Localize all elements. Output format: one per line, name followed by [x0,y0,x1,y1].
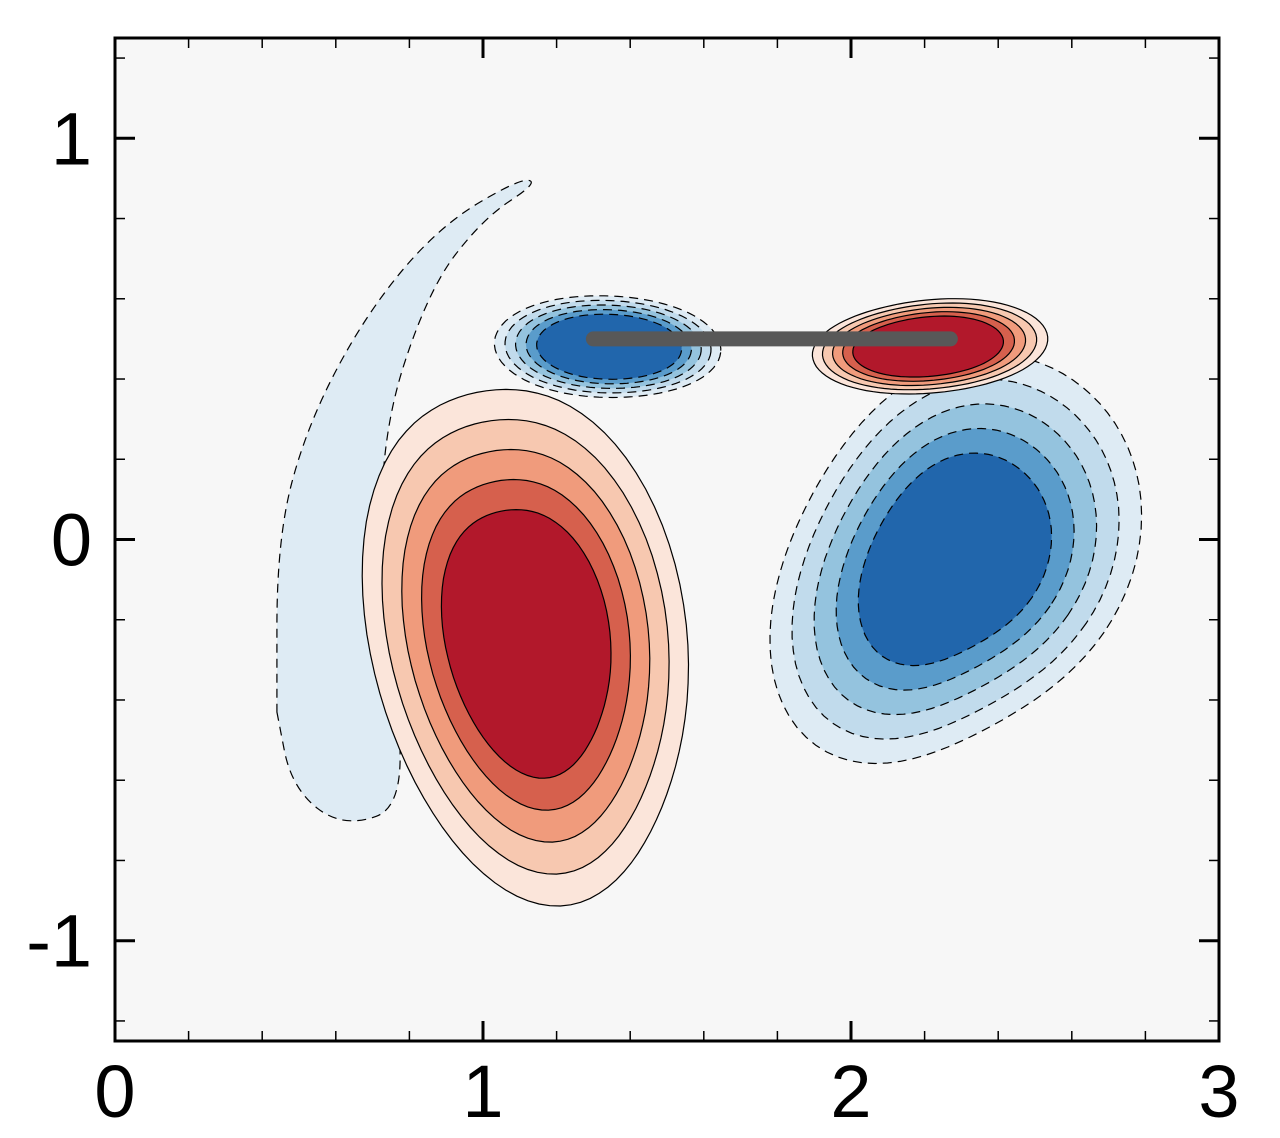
y-axis-tick-labels: -1 0 1 [26,97,92,982]
x-tick-label: 3 [1198,1050,1239,1133]
outer-negative-arc-level-1 [276,179,532,822]
plate-positive-level-5 [852,315,1004,378]
y-tick-label: 1 [51,97,92,180]
axis-ticks [113,38,1221,1041]
primary-negative-level-5 [857,452,1053,667]
x-tick-label: 0 [94,1050,135,1133]
x-tick-label: 2 [830,1050,871,1133]
plate-negative-level-5 [536,313,683,380]
contour-field [276,179,1143,907]
y-tick-label: -1 [26,900,92,983]
y-tick-label: 0 [51,499,92,582]
primary-positive-level-5 [440,508,612,779]
x-axis-tick-labels: 0 1 2 3 [94,1050,1239,1133]
x-tick-label: 1 [462,1050,503,1133]
